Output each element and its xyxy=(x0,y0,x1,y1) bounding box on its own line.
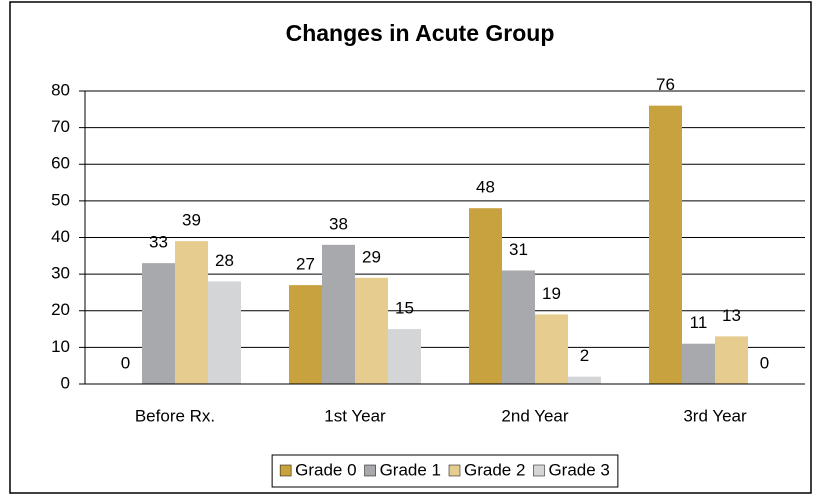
legend-box xyxy=(271,454,619,488)
y-tick-label: 20 xyxy=(51,300,70,319)
legend-label: Grade 3 xyxy=(548,460,609,479)
value-label: 28 xyxy=(215,251,234,270)
value-label: 48 xyxy=(476,178,495,197)
value-label: 15 xyxy=(395,299,414,318)
legend-swatch xyxy=(364,464,376,477)
x-tick-label: Before Rx. xyxy=(135,406,215,425)
x-tick-label: 2nd Year xyxy=(501,406,568,425)
y-tick-label: 60 xyxy=(51,154,70,173)
value-label: 29 xyxy=(362,247,381,266)
legend-label: Grade 1 xyxy=(380,460,441,479)
value-label: 0 xyxy=(121,353,130,372)
value-label: 11 xyxy=(690,313,708,332)
y-tick-label: 80 xyxy=(51,80,70,99)
value-label: 19 xyxy=(542,284,561,303)
y-tick-label: 30 xyxy=(51,264,70,283)
bar xyxy=(388,329,421,384)
legend-label: Grade 0 xyxy=(295,460,356,479)
bar xyxy=(355,277,388,384)
y-tick-label: 10 xyxy=(51,337,70,356)
bar xyxy=(142,263,175,384)
y-tick-label: 70 xyxy=(51,117,70,136)
y-tick-label: 40 xyxy=(51,227,70,246)
x-tick-label: 1st Year xyxy=(324,406,386,425)
value-label: 27 xyxy=(296,255,315,274)
legend-swatch xyxy=(448,464,461,477)
bar xyxy=(715,336,748,384)
chart-title: Changes in Acute Group xyxy=(286,20,555,46)
bar xyxy=(322,244,355,384)
bar xyxy=(535,314,568,384)
y-tick-label: 50 xyxy=(51,190,70,209)
value-label: 39 xyxy=(182,211,201,230)
value-label: 76 xyxy=(656,75,675,94)
legend-label: Grade 2 xyxy=(464,460,525,479)
bar xyxy=(649,105,682,385)
bar xyxy=(502,270,535,384)
value-label: 2 xyxy=(580,346,589,365)
x-tick-label: 3rd Year xyxy=(683,406,747,425)
value-label: 0 xyxy=(760,353,769,372)
legend-swatch xyxy=(279,464,292,477)
value-label: 38 xyxy=(329,214,348,233)
bar xyxy=(175,241,208,384)
bar xyxy=(208,281,241,384)
value-label: 13 xyxy=(722,306,741,325)
bar xyxy=(682,343,715,384)
bar xyxy=(469,208,502,384)
y-tick-label: 0 xyxy=(61,373,70,392)
value-label: 33 xyxy=(149,233,168,252)
bar xyxy=(289,285,322,384)
legend-swatch xyxy=(533,464,545,477)
bar xyxy=(568,376,601,384)
value-label: 31 xyxy=(509,240,528,259)
